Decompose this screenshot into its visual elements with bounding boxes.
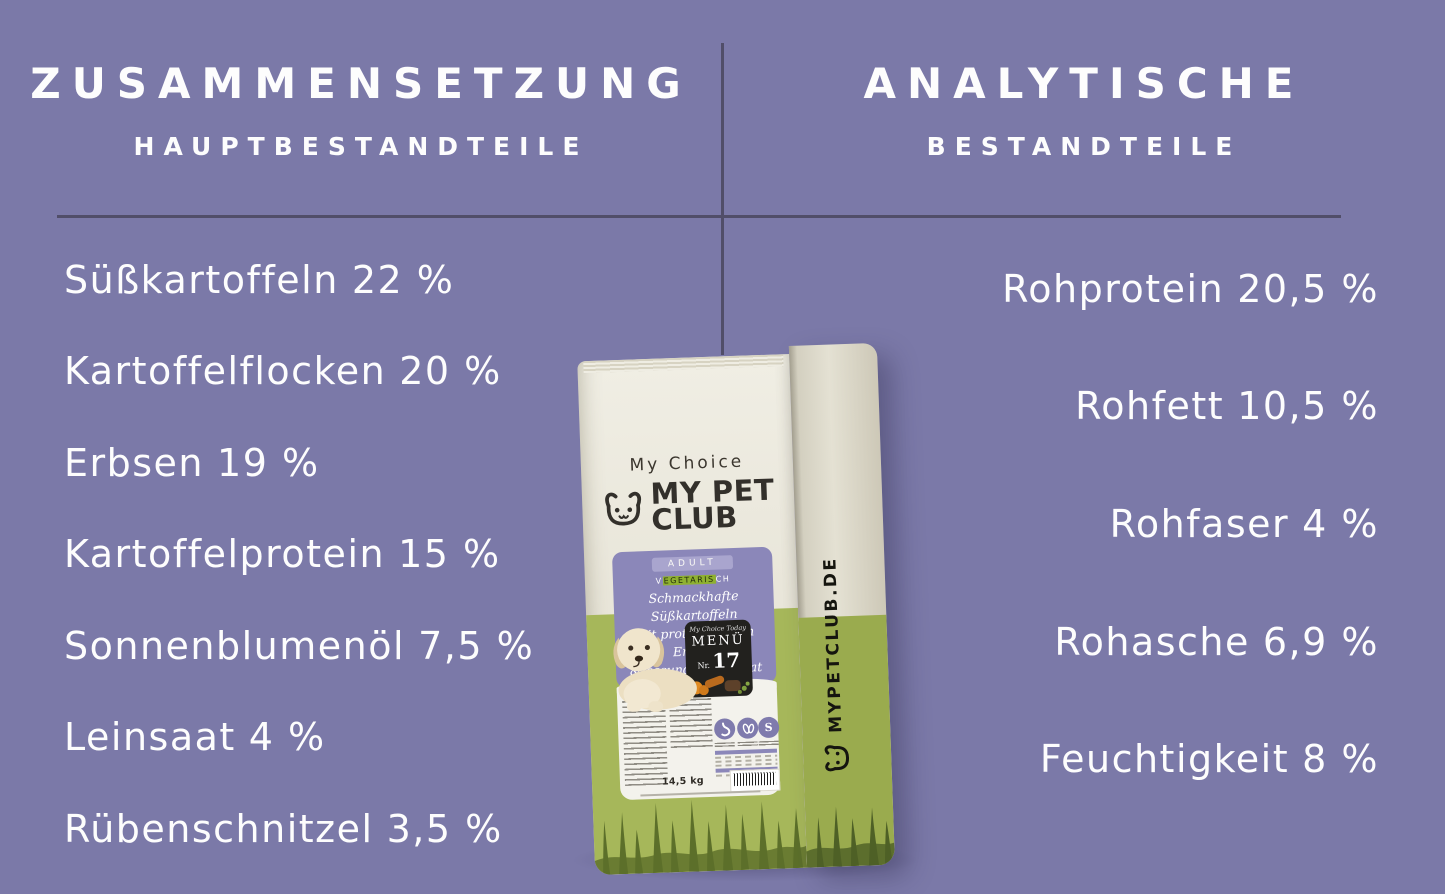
diet-highlight: EGETARIS bbox=[662, 574, 716, 586]
feeding-table-header bbox=[714, 748, 778, 755]
icon-caption bbox=[737, 741, 758, 748]
kibble-icon bbox=[736, 717, 759, 740]
ingredient-value: 15 % bbox=[398, 532, 501, 577]
ingredient-value: 4 % bbox=[248, 715, 326, 760]
list-item: Rohfett 10,5 % bbox=[1002, 348, 1379, 466]
ingredient-name: Erbsen bbox=[64, 440, 205, 485]
nutrient-value: 6,9 % bbox=[1262, 619, 1379, 664]
brand-logo: MY PET CLUB bbox=[582, 473, 796, 537]
analytical-list: Rohprotein 20,5 % Rohfett 10,5 % Rohfaser 4… bbox=[1002, 230, 1379, 818]
list-item: Süßkartoffeln 22 % bbox=[64, 234, 534, 326]
age-badge: ADULT bbox=[651, 555, 734, 572]
analytical-title: ANALYTISCHE bbox=[863, 59, 1305, 108]
nutrient-name: Feuchtigkeit bbox=[1039, 737, 1290, 782]
nutrient-name: Rohfett bbox=[1075, 384, 1225, 429]
ingredient-value: 20 % bbox=[399, 349, 502, 394]
ingredient-name: Sonnenblumenöl bbox=[64, 623, 406, 668]
vertical-divider bbox=[721, 43, 724, 355]
ingredient-name: Süßkartoffeln bbox=[64, 257, 339, 302]
ingredient-value: 22 % bbox=[351, 257, 455, 302]
nutrient-name: Rohasche bbox=[1054, 619, 1250, 664]
list-item: Rübenschnitzel 3,5 % bbox=[64, 783, 534, 875]
list-item: Rohfaser 4 % bbox=[1002, 465, 1379, 583]
list-item: Leinsaat 4 % bbox=[64, 692, 534, 784]
brand-wordmark: MY PET CLUB bbox=[650, 473, 776, 537]
ingredient-name: Leinsaat bbox=[64, 715, 236, 760]
side-dog-logo-icon bbox=[822, 742, 854, 773]
composition-title: ZUSAMMENSETZUNG bbox=[30, 59, 692, 108]
digestion-icon bbox=[713, 718, 736, 740]
diet-label: VEGETARISCH bbox=[655, 574, 731, 586]
product-bag: My Choice MY PET CLUB ADULT VEGET bbox=[577, 342, 896, 876]
grass-silhouette bbox=[594, 799, 808, 876]
bag-front: My Choice MY PET CLUB ADULT VEGET bbox=[577, 353, 808, 876]
composition-list: Süßkartoffeln 22 % Kartoffelflocken 20 % E… bbox=[64, 234, 534, 875]
nutrient-value: 8 % bbox=[1302, 737, 1379, 782]
bag-top-seal bbox=[583, 354, 784, 374]
list-item: Feuchtigkeit 8 % bbox=[1002, 700, 1379, 818]
ingredient-value: 7,5 % bbox=[418, 623, 535, 668]
ingredient-value: 3,5 % bbox=[386, 806, 503, 851]
horizontal-divider bbox=[57, 215, 1341, 218]
ingredient-value: 19 % bbox=[217, 440, 320, 485]
list-item: Sonnenblumenöl 7,5 % bbox=[64, 600, 534, 692]
icon-caption bbox=[714, 742, 735, 748]
composition-subtitle: HAUPTBESTANDTEILE bbox=[133, 132, 589, 161]
list-item: Kartoffelflocken 20 % bbox=[64, 326, 534, 418]
info-label: S 14,5 kg bbox=[616, 682, 781, 801]
bag-side-gusset: MYPETCLUB.DE bbox=[788, 342, 896, 868]
sweet-potato bbox=[703, 674, 726, 689]
product-panel: ADULT VEGETARISCH Schmackhafte Süßkartof… bbox=[611, 546, 777, 712]
list-item: Kartoffelprotein 15 % bbox=[64, 509, 534, 601]
analytical-header: ANALYTISCHE BESTANDTEILE bbox=[723, 58, 1445, 162]
dog-photo bbox=[613, 628, 697, 712]
pea bbox=[745, 681, 750, 686]
list-item: Erbsen 19 % bbox=[64, 417, 534, 509]
dog-logo-icon bbox=[604, 491, 641, 526]
analytical-subtitle: BESTANDTEILE bbox=[926, 132, 1242, 161]
list-item: Rohasche 6,9 % bbox=[1002, 583, 1379, 701]
pea bbox=[741, 685, 747, 691]
list-item: Rohprotein 20,5 % bbox=[1002, 230, 1379, 348]
nutrient-name: Rohprotein bbox=[1002, 266, 1225, 311]
ingredient-name: Rübenschnitzel bbox=[64, 806, 374, 851]
composition-header: ZUSAMMENSETZUNG HAUPTBESTANDTEILE bbox=[0, 58, 722, 162]
grass-silhouette bbox=[806, 806, 896, 868]
nutrient-name: Rohfaser bbox=[1109, 501, 1290, 546]
ingredient-name: Kartoffelflocken bbox=[64, 349, 387, 394]
ingredient-name: Kartoffelprotein bbox=[64, 532, 386, 577]
nutrient-value: 10,5 % bbox=[1237, 384, 1379, 429]
nutrient-value: 20,5 % bbox=[1237, 266, 1379, 311]
superfood-s-icon: S bbox=[757, 716, 780, 739]
nutrient-value: 4 % bbox=[1302, 501, 1379, 546]
icon-caption bbox=[758, 740, 779, 747]
pea bbox=[737, 689, 742, 694]
